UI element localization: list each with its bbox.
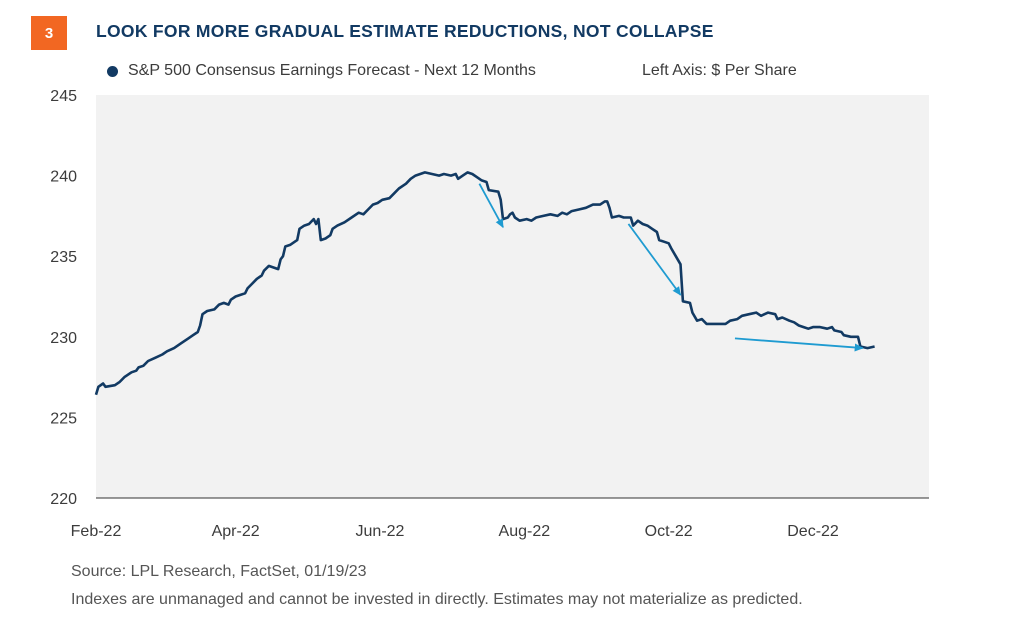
chart-title: LOOK FOR MORE GRADUAL ESTIMATE REDUCTION… xyxy=(96,21,714,41)
y-tick-label: 235 xyxy=(50,249,77,266)
y-tick-label: 220 xyxy=(50,491,77,508)
y-tick-label: 230 xyxy=(50,330,77,347)
figure-number-badge: 3 xyxy=(31,16,67,50)
y-axis-ticks: 220 225 230 235 240 245 xyxy=(50,88,77,508)
x-tick-label: Apr-22 xyxy=(212,523,260,540)
x-tick-label: Feb-22 xyxy=(71,523,122,540)
chart-legend: S&P 500 Consensus Earnings Forecast - Ne… xyxy=(107,60,536,82)
earnings-forecast-line xyxy=(94,171,875,396)
axis-unit-label: Left Axis: $ Per Share xyxy=(642,62,797,79)
trend-arrow xyxy=(627,223,682,296)
y-tick-label: 245 xyxy=(50,88,77,105)
x-axis-ticks: Feb-22 Apr-22 Jun-22 Aug-22 Oct-22 Dec-22 xyxy=(71,523,839,540)
source-note: Source: LPL Research, FactSet, 01/19/23 xyxy=(71,563,367,580)
trend-arrows xyxy=(478,183,864,352)
plot-area xyxy=(96,95,929,498)
trend-arrow xyxy=(734,337,864,352)
legend-marker-dot xyxy=(107,65,118,77)
x-tick-label: Dec-22 xyxy=(787,523,839,540)
disclaimer-note: Indexes are unmanaged and cannot be inve… xyxy=(71,591,803,608)
trend-arrow xyxy=(478,183,504,229)
legend-label: S&P 500 Consensus Earnings Forecast - Ne… xyxy=(128,62,536,79)
y-tick-label: 225 xyxy=(50,410,77,427)
x-tick-label: Jun-22 xyxy=(356,523,405,540)
x-tick-label: Oct-22 xyxy=(645,523,693,540)
x-tick-label: Aug-22 xyxy=(499,523,551,540)
y-tick-label: 240 xyxy=(50,169,77,186)
